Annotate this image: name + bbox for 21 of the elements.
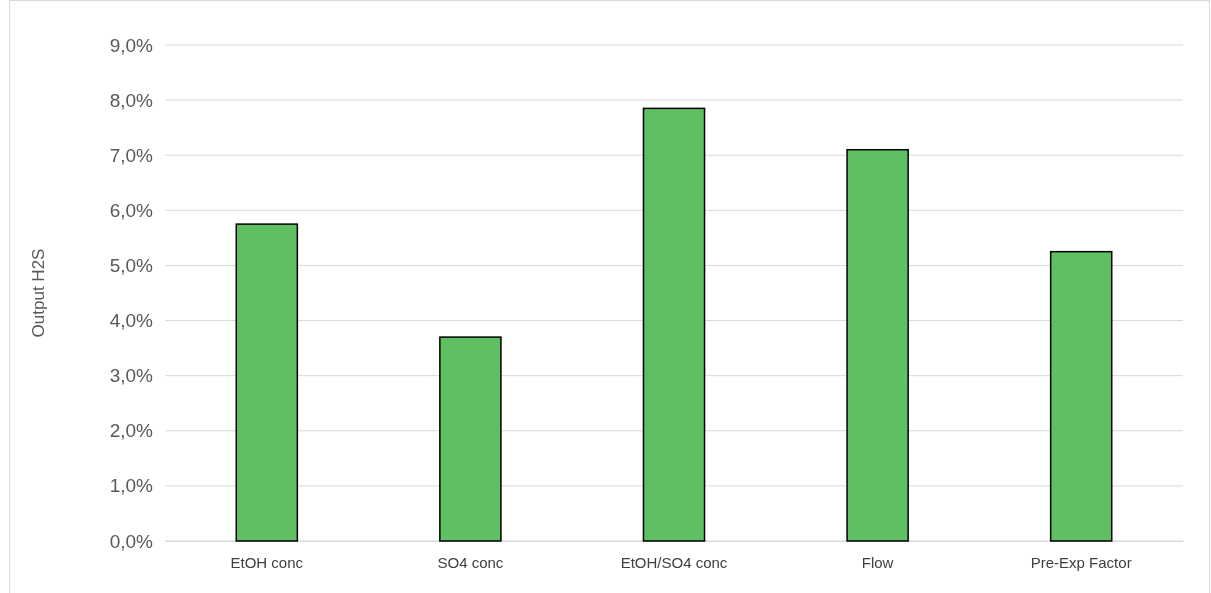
- y-tick-label: 4,0%: [109, 310, 154, 332]
- bar: [1049, 250, 1113, 542]
- y-tick-label: 1,0%: [109, 475, 154, 497]
- y-tick-label: 0,0%: [109, 530, 154, 552]
- y-axis-title: Output H2S: [29, 248, 49, 338]
- bar: [235, 223, 299, 542]
- y-tick-label: 8,0%: [109, 89, 154, 111]
- x-tick-label: EtOH conc: [230, 553, 304, 571]
- x-tick-label: SO4 conc: [437, 553, 504, 571]
- y-tick-label: 7,0%: [109, 144, 154, 166]
- y-tick-label: 9,0%: [109, 34, 154, 56]
- x-tick-label: EtOH/SO4 conc: [620, 553, 728, 571]
- bar: [439, 336, 502, 542]
- bar: [642, 107, 706, 542]
- x-tick-label: Pre-Exp Factor: [1030, 553, 1132, 571]
- x-tick-label: Flow: [861, 553, 894, 571]
- y-tick-label: 2,0%: [109, 420, 154, 442]
- bar: [846, 148, 909, 542]
- y-tick-label: 5,0%: [109, 255, 154, 277]
- y-tick-label: 3,0%: [109, 365, 154, 387]
- y-tick-label: 6,0%: [109, 199, 154, 221]
